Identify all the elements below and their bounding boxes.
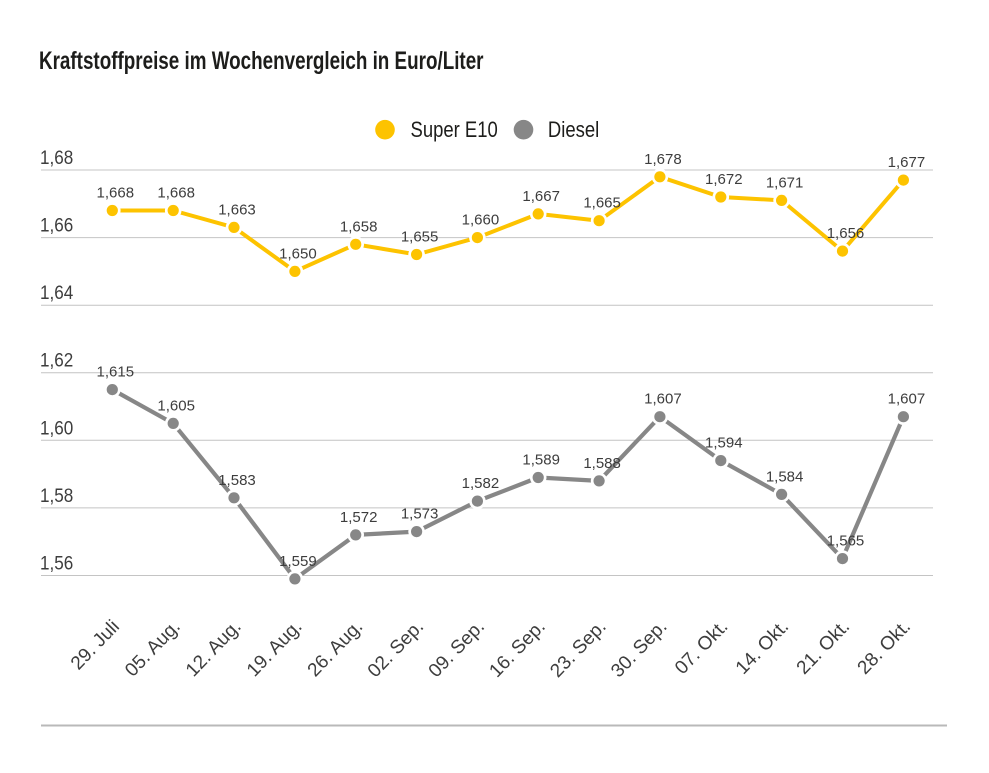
svg-text:1,668: 1,668 (157, 185, 195, 202)
svg-text:1,671: 1,671 (766, 174, 804, 191)
svg-text:1,607: 1,607 (888, 391, 926, 408)
svg-text:1,58: 1,58 (40, 485, 73, 506)
svg-text:1,678: 1,678 (644, 151, 682, 168)
svg-text:1,656: 1,656 (827, 225, 865, 242)
svg-text:1,594: 1,594 (705, 435, 743, 452)
svg-text:1,66: 1,66 (40, 215, 73, 236)
svg-text:1,668: 1,668 (97, 185, 135, 202)
svg-text:1,663: 1,663 (218, 201, 256, 218)
svg-text:1,583: 1,583 (218, 472, 256, 489)
svg-text:1,615: 1,615 (97, 364, 135, 381)
svg-text:1,667: 1,667 (522, 188, 560, 205)
svg-text:1,56: 1,56 (40, 553, 73, 574)
svg-text:1,573: 1,573 (401, 506, 439, 523)
svg-text:1,559: 1,559 (279, 553, 317, 570)
svg-text:1,584: 1,584 (766, 468, 804, 485)
svg-text:1,588: 1,588 (583, 455, 621, 472)
svg-text:1,650: 1,650 (279, 245, 317, 262)
svg-text:Super E10: Super E10 (411, 119, 498, 143)
svg-text:1,60: 1,60 (40, 417, 73, 438)
svg-text:1,658: 1,658 (340, 218, 378, 235)
svg-text:Diesel: Diesel (548, 119, 599, 143)
svg-text:Kraftstoffpreise im Wochenverg: Kraftstoffpreise im Wochenvergleich in E… (39, 46, 484, 74)
svg-text:1,62: 1,62 (40, 350, 73, 371)
svg-text:1,665: 1,665 (583, 195, 621, 212)
svg-text:1,607: 1,607 (644, 391, 682, 408)
svg-text:1,565: 1,565 (827, 533, 865, 550)
svg-text:1,582: 1,582 (462, 475, 500, 492)
svg-text:1,589: 1,589 (522, 452, 560, 469)
svg-text:1,68: 1,68 (40, 147, 73, 168)
svg-text:1,605: 1,605 (157, 397, 195, 414)
svg-text:1,672: 1,672 (705, 171, 743, 188)
svg-text:1,64: 1,64 (40, 282, 73, 303)
svg-text:1,655: 1,655 (401, 229, 439, 246)
svg-text:1,660: 1,660 (462, 212, 500, 229)
svg-text:1,572: 1,572 (340, 509, 378, 526)
svg-text:1,677: 1,677 (888, 154, 926, 171)
